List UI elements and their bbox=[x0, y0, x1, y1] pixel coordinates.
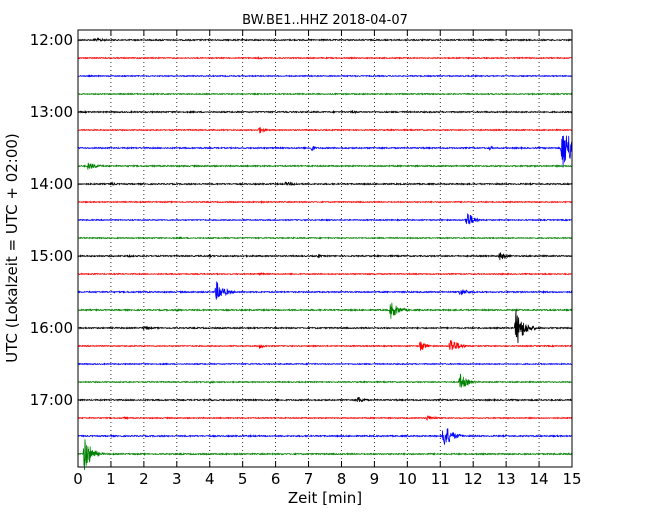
plot-frame bbox=[77, 29, 573, 468]
trace-1630 bbox=[77, 362, 573, 366]
trace-1200 bbox=[77, 37, 573, 43]
trace-1445 bbox=[77, 236, 573, 240]
y-tick-label-1400: 14:00 bbox=[30, 175, 73, 193]
x-axis-ticks: 0 1 2 3 4 5 6 7 8 9 10 11 12 13 14 15 bbox=[73, 30, 582, 488]
trace-1730 bbox=[77, 428, 573, 445]
trace-1230 bbox=[77, 74, 573, 78]
trace-1400 bbox=[77, 181, 573, 187]
x-tick-label-13: 13 bbox=[497, 470, 516, 488]
y-axis-label: UTC (Lokalzeit = UTC + 02:00) bbox=[3, 133, 21, 363]
x-tick-label-3: 3 bbox=[172, 470, 182, 488]
trace-1615 bbox=[77, 340, 573, 351]
y-tick-label-1500: 15:00 bbox=[30, 247, 73, 265]
y-tick-label-1700: 17:00 bbox=[30, 391, 73, 409]
y-tick-label-1200: 12:00 bbox=[30, 31, 73, 49]
trace-1715 bbox=[77, 415, 573, 422]
trace-1315 bbox=[77, 126, 573, 134]
trace-1745 bbox=[77, 439, 573, 470]
x-tick-label-14: 14 bbox=[530, 470, 549, 488]
trace-1545 bbox=[77, 302, 573, 319]
trace-1515 bbox=[77, 272, 573, 276]
x-tick-label-12: 12 bbox=[464, 470, 483, 488]
x-tick-label-5: 5 bbox=[238, 470, 248, 488]
y-tick-label-1600: 16:00 bbox=[30, 319, 73, 337]
x-tick-label-10: 10 bbox=[398, 470, 417, 488]
x-tick-label-1: 1 bbox=[106, 470, 116, 488]
x-tick-label-4: 4 bbox=[205, 470, 215, 488]
traces bbox=[77, 37, 573, 470]
x-tick-label-0: 0 bbox=[73, 470, 83, 488]
x-tick-label-11: 11 bbox=[431, 470, 450, 488]
trace-1345 bbox=[77, 162, 573, 170]
trace-1530 bbox=[77, 281, 573, 300]
x-axis-label: Zeit [min] bbox=[288, 489, 362, 507]
chart-title: BW.BE1..HHZ 2018-04-07 bbox=[242, 13, 408, 28]
trace-1245 bbox=[77, 92, 573, 96]
trace-1500 bbox=[77, 252, 573, 261]
x-tick-label-6: 6 bbox=[271, 470, 281, 488]
trace-1600 bbox=[77, 309, 573, 344]
trace-1215 bbox=[77, 55, 573, 60]
y-axis-ticks: 12:00 13:00 14:00 15:00 16:00 17:00 bbox=[30, 31, 572, 409]
x-tick-label-9: 9 bbox=[370, 470, 380, 488]
x-tick-label-7: 7 bbox=[304, 470, 314, 488]
x-tick-label-15: 15 bbox=[562, 470, 581, 488]
x-tick-label-2: 2 bbox=[139, 470, 149, 488]
trace-1430 bbox=[77, 213, 573, 225]
x-tick-label-8: 8 bbox=[337, 470, 347, 488]
trace-1415 bbox=[77, 200, 573, 204]
trace-1700 bbox=[77, 397, 573, 403]
trace-1330 bbox=[77, 135, 573, 168]
y-tick-label-1300: 13:00 bbox=[30, 103, 73, 121]
grid-lines bbox=[110, 30, 540, 467]
trace-1645 bbox=[77, 373, 573, 388]
trace-1300 bbox=[77, 109, 573, 115]
